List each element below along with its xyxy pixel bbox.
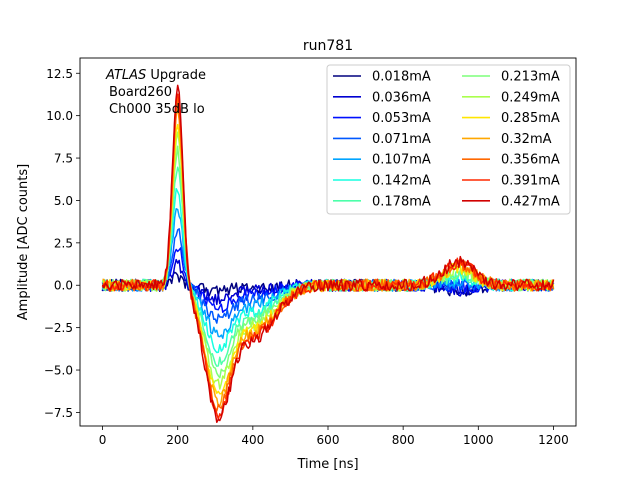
series-layer (101, 84, 555, 424)
y-axis-ticks: −7.5 −5.0 −2.5 0.0 2.5 5.0 7.5 10.0 12.5 (44, 67, 80, 420)
y-tick-label-0: −7.5 (44, 406, 73, 420)
legend-box (326, 64, 571, 215)
x-tick-label-1: 200 (166, 433, 189, 447)
y-tick-label-8: 12.5 (46, 67, 73, 81)
annotation-upgrade: Upgrade (146, 68, 206, 83)
x-tick-label-3: 600 (317, 433, 340, 447)
legend-label-3: 0.071mA (372, 132, 431, 147)
annotation-atlas: ATLAS (105, 68, 146, 83)
legend-label-5: 0.142mA (372, 174, 431, 189)
x-tick-label-6: 1200 (538, 433, 569, 447)
legend: 0.018mA 0.036mA 0.053mA 0.071mA 0.107mA 0.142… (326, 64, 571, 215)
legend-label-12: 0.391mA (501, 174, 560, 189)
y-tick-label-5: 5.0 (54, 194, 73, 208)
legend-label-2: 0.053mA (372, 111, 431, 126)
legend-label-10: 0.32mA (501, 132, 552, 147)
y-tick-label-1: −5.0 (44, 364, 73, 378)
y-tick-label-6: 7.5 (54, 152, 73, 166)
legend-label-0: 0.018mA (372, 70, 431, 85)
legend-label-8: 0.249mA (501, 90, 560, 105)
y-tick-label-2: −2.5 (44, 321, 73, 335)
chart-title: run781 (303, 38, 353, 54)
x-axis-label: Time [ns] (296, 457, 358, 472)
y-tick-label-7: 10.0 (46, 109, 73, 123)
legend-label-4: 0.107mA (372, 153, 431, 168)
x-tick-label-2: 400 (241, 433, 264, 447)
legend-label-9: 0.285mA (501, 111, 560, 126)
svg-text:ATLAS Upgrade: ATLAS Upgrade (105, 68, 206, 83)
x-tick-label-5: 1000 (463, 433, 494, 447)
y-tick-label-3: 0.0 (54, 279, 73, 293)
x-axis-ticks: 0 200 400 600 800 1000 1200 (99, 426, 569, 447)
legend-label-1: 0.036mA (372, 90, 431, 105)
annotation-board: Board260 (109, 85, 172, 100)
y-tick-label-4: 2.5 (54, 236, 73, 250)
legend-label-11: 0.356mA (501, 153, 560, 168)
x-tick-label-4: 800 (392, 433, 415, 447)
annotation-channel: Ch000 35dB lo (109, 102, 205, 117)
y-axis-label: Amplitude [ADC counts] (16, 164, 31, 320)
legend-label-13: 0.427mA (501, 194, 560, 209)
legend-label-6: 0.178mA (372, 194, 431, 209)
x-tick-label-0: 0 (99, 433, 107, 447)
atlas-annotation: ATLAS Upgrade Board260 Ch000 35dB lo (105, 68, 206, 117)
legend-label-7: 0.213mA (501, 70, 560, 85)
series-line-13 (101, 84, 555, 424)
